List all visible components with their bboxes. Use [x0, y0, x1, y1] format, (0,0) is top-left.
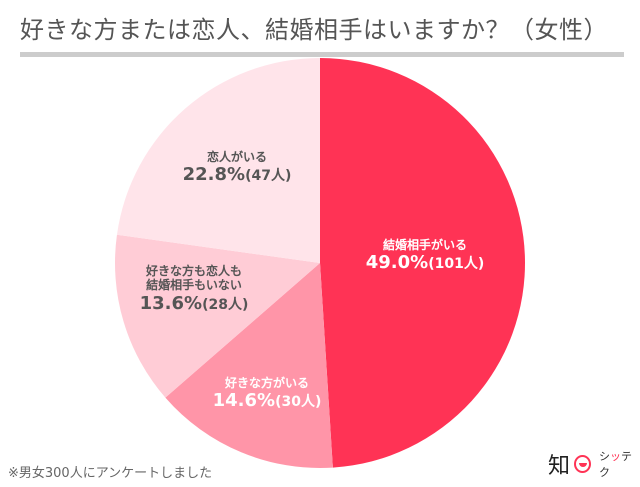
label-none: 好きな方も恋人も 結婚相手もいない 13.6%(28人) [139, 264, 249, 314]
label-partner: 恋人がいる 22.8%(47人) [182, 150, 292, 186]
slice-partner [116, 58, 320, 263]
label-has-crush: 好きな方がいる 14.6%(30人) [212, 376, 322, 412]
label-married: 結婚相手がいる 49.0%(101人) [365, 238, 485, 274]
slice-none [114, 234, 320, 398]
title-underline [20, 52, 624, 57]
chart-title: 好きな方または恋人、結婚相手はいますか？（女性） [20, 16, 608, 44]
slice-married [320, 58, 526, 468]
footnote: ※男女300人にアンケートしました [8, 466, 213, 481]
smile-face-icon [574, 455, 592, 473]
brand-logo: 知 シッテク [548, 448, 640, 480]
slice-has-crush [165, 263, 333, 468]
logo-kanji: 知 [548, 454, 571, 479]
logo-brand-text: シッテク [599, 450, 633, 479]
